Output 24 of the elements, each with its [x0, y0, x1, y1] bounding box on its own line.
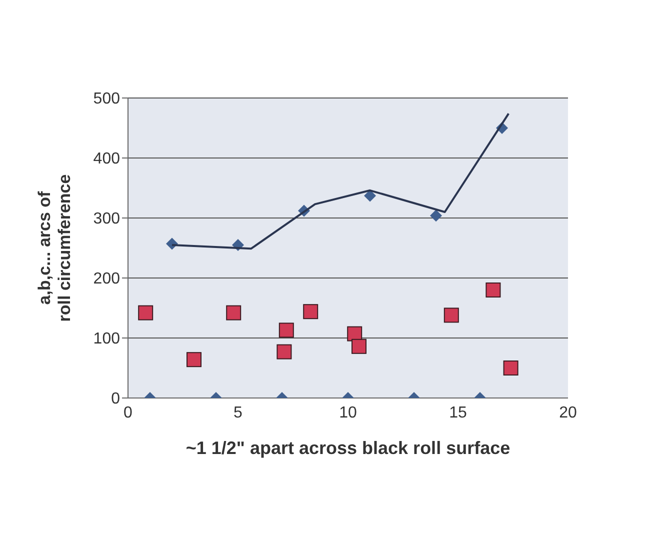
point — [186, 352, 202, 368]
x-tick-label: 20 — [559, 404, 577, 422]
y-axis-title: a,b,c... arcs of roll circumference — [35, 174, 74, 322]
point — [430, 210, 442, 222]
y-tick-label: 100 — [93, 330, 120, 348]
point — [278, 322, 294, 338]
point — [303, 304, 318, 320]
point — [352, 338, 366, 354]
y-tick-label: 300 — [93, 210, 120, 228]
x-axis-title: ~1 1/2" apart across black roll surface — [186, 438, 510, 458]
point — [226, 305, 242, 320]
y-tick-label: 500 — [93, 90, 120, 108]
y-tick-label: 400 — [93, 150, 120, 168]
point — [486, 282, 501, 298]
point — [503, 360, 518, 376]
x-tick-label: 0 — [124, 404, 133, 422]
point — [444, 308, 459, 323]
point — [138, 305, 154, 320]
y-tick-label: 0 — [111, 390, 120, 408]
x-tick-label: 15 — [449, 404, 467, 422]
x-tick-label: 5 — [234, 404, 243, 422]
y-tick-label: 200 — [93, 270, 120, 288]
x-tick-label: 10 — [339, 404, 357, 422]
point — [276, 344, 292, 360]
